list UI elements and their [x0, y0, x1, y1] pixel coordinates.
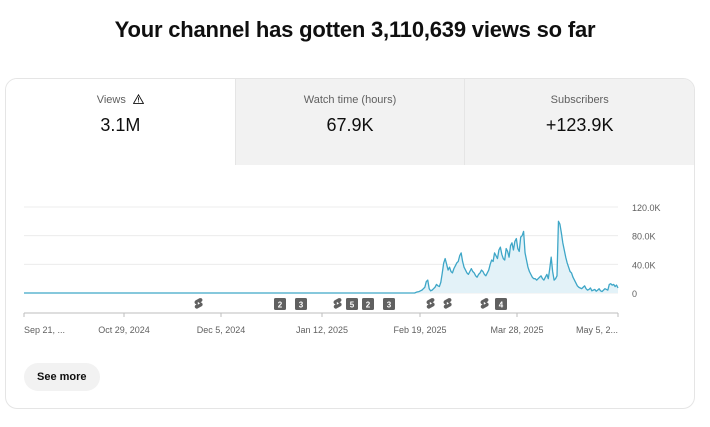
video-count-marker [495, 298, 507, 310]
video-count-marker [362, 298, 374, 310]
shorts-icon[interactable] [333, 298, 342, 309]
video-count-marker [383, 298, 395, 310]
tab-watch-time-value: 67.9K [326, 115, 374, 135]
page-headline: Your channel has gotten 3,110,639 views … [114, 17, 596, 42]
video-count-marker [295, 298, 307, 310]
x-tick-label: May 5, 2... [576, 325, 618, 335]
shorts-icon[interactable] [480, 298, 489, 309]
views-chart: 120.0K 80.0K 40.0K 0 2 3 5 2 3 4 Sep 21, ... Oct 29… [23, 203, 661, 335]
y-tick-label: 80.0K [632, 232, 656, 242]
tab-watch-time-label: Watch time (hours) [303, 94, 397, 106]
x-tick-label: Oct 29, 2024 [98, 325, 150, 335]
metric-tabs: Views 3.1M Watch time (hours) 67.9K Subs… [6, 79, 694, 165]
tab-subscribers-label: Subscribers [550, 94, 609, 106]
x-tick-label: Sep 21, ... [24, 325, 65, 335]
video-count-label: 2 [366, 301, 371, 310]
tab-views-label: Views [96, 94, 126, 106]
tab-subscribers-value: +123.9K [545, 115, 614, 135]
tab-views-value: 3.1M [100, 115, 141, 135]
x-tick-label: Mar 28, 2025 [490, 325, 543, 335]
y-tick-label: 40.0K [632, 260, 656, 270]
x-tick-label: Feb 19, 2025 [393, 325, 446, 335]
warning-icon [132, 94, 144, 104]
series-area [24, 221, 618, 293]
analytics-card: Views 3.1M Watch time (hours) 67.9K Subs… [5, 78, 695, 409]
tab-views-label-row: Views [6, 94, 235, 106]
tab-watch-time[interactable]: Watch time (hours) 67.9K [234, 79, 465, 165]
video-count-marker [274, 298, 286, 310]
shorts-icon[interactable] [194, 298, 203, 309]
tab-views[interactable]: Views 3.1M [6, 79, 235, 165]
tab-subscribers[interactable]: Subscribers +123.9K [464, 79, 694, 165]
video-count-marker [346, 298, 358, 310]
video-count-label: 3 [387, 301, 392, 310]
video-count-label: 2 [278, 301, 283, 310]
video-count-label: 4 [499, 301, 504, 310]
shorts-icon[interactable] [443, 298, 452, 309]
video-count-label: 5 [350, 301, 355, 310]
video-count-label: 3 [299, 301, 304, 310]
y-tick-label: 120.0K [632, 203, 661, 213]
shorts-icon[interactable] [426, 298, 435, 309]
series-line [24, 220, 619, 294]
x-tick-label: Jan 12, 2025 [296, 325, 348, 335]
x-tick-label: Dec 5, 2024 [197, 325, 246, 335]
see-more-button[interactable]: See more [24, 363, 100, 391]
y-tick-label: 0 [632, 289, 637, 299]
